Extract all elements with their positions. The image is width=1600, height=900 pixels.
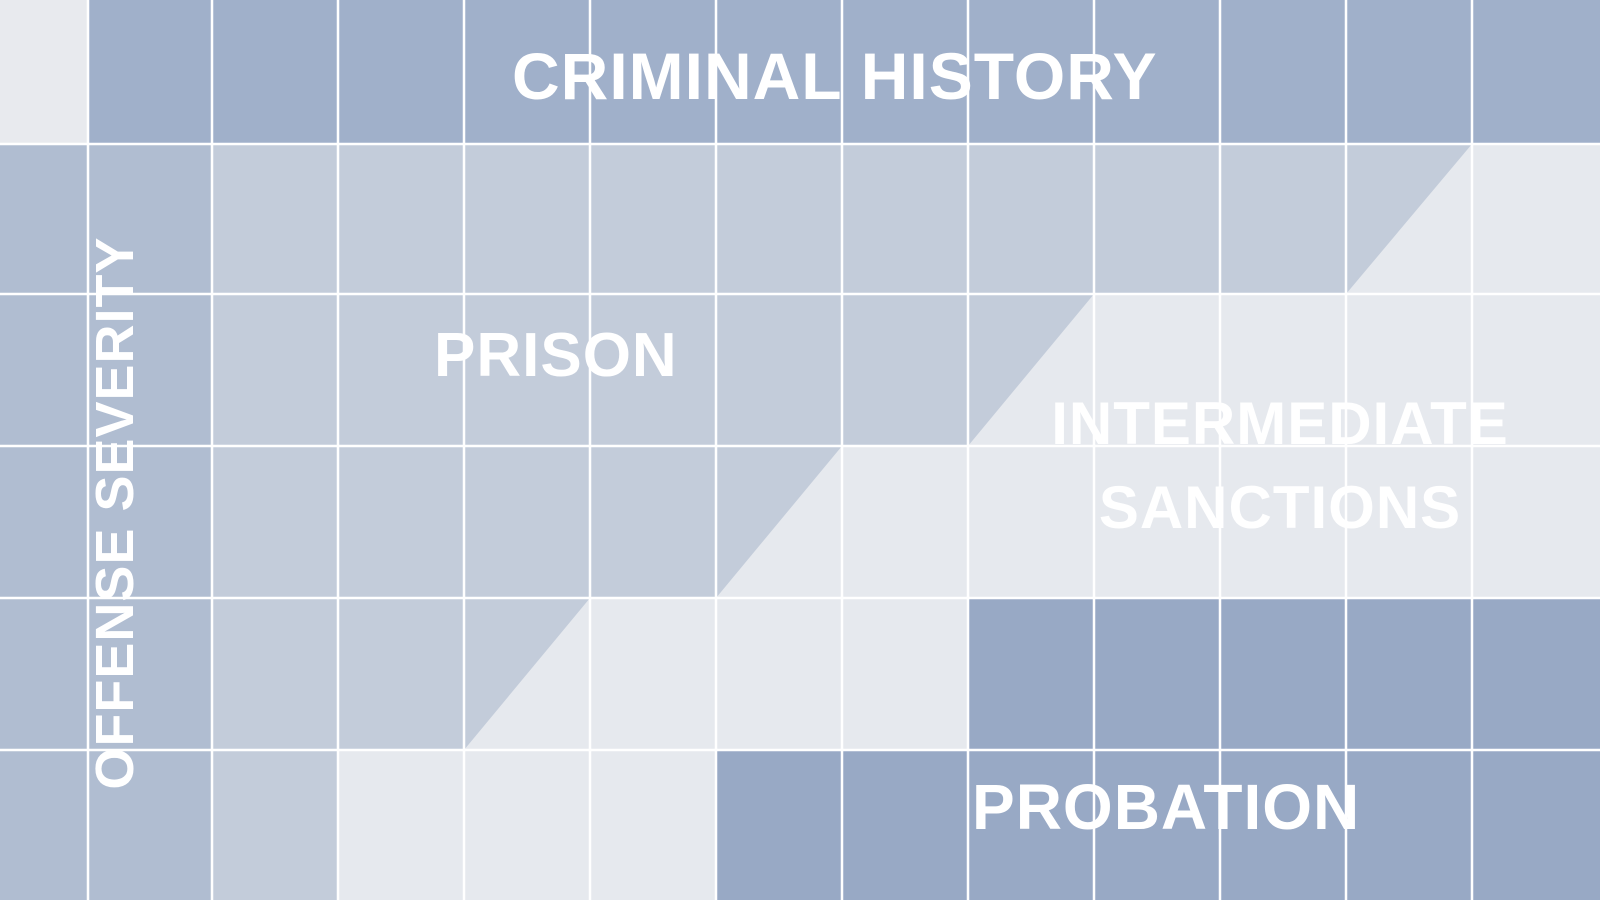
offense-severity-header: OFFENSE SEVERITY bbox=[85, 236, 145, 790]
intermediate-sanctions-label: INTERMEDIATE SANCTIONS bbox=[1050, 382, 1510, 550]
prison-zone-label: PRISON bbox=[434, 321, 678, 390]
offense-severity-band bbox=[0, 144, 88, 900]
prison-region bbox=[212, 144, 1472, 900]
first-history-column bbox=[88, 144, 212, 900]
criminal-history-band bbox=[88, 0, 1600, 144]
intermediate-sanctions-line-2: SANCTIONS bbox=[1098, 474, 1462, 541]
probation-zone-label: PROBATION bbox=[972, 771, 1361, 843]
intermediate-sanctions-line-1: INTERMEDIATE bbox=[1051, 390, 1509, 457]
corner-cell bbox=[0, 0, 88, 144]
criminal-history-header: CRIMINAL HISTORY bbox=[512, 39, 1158, 113]
